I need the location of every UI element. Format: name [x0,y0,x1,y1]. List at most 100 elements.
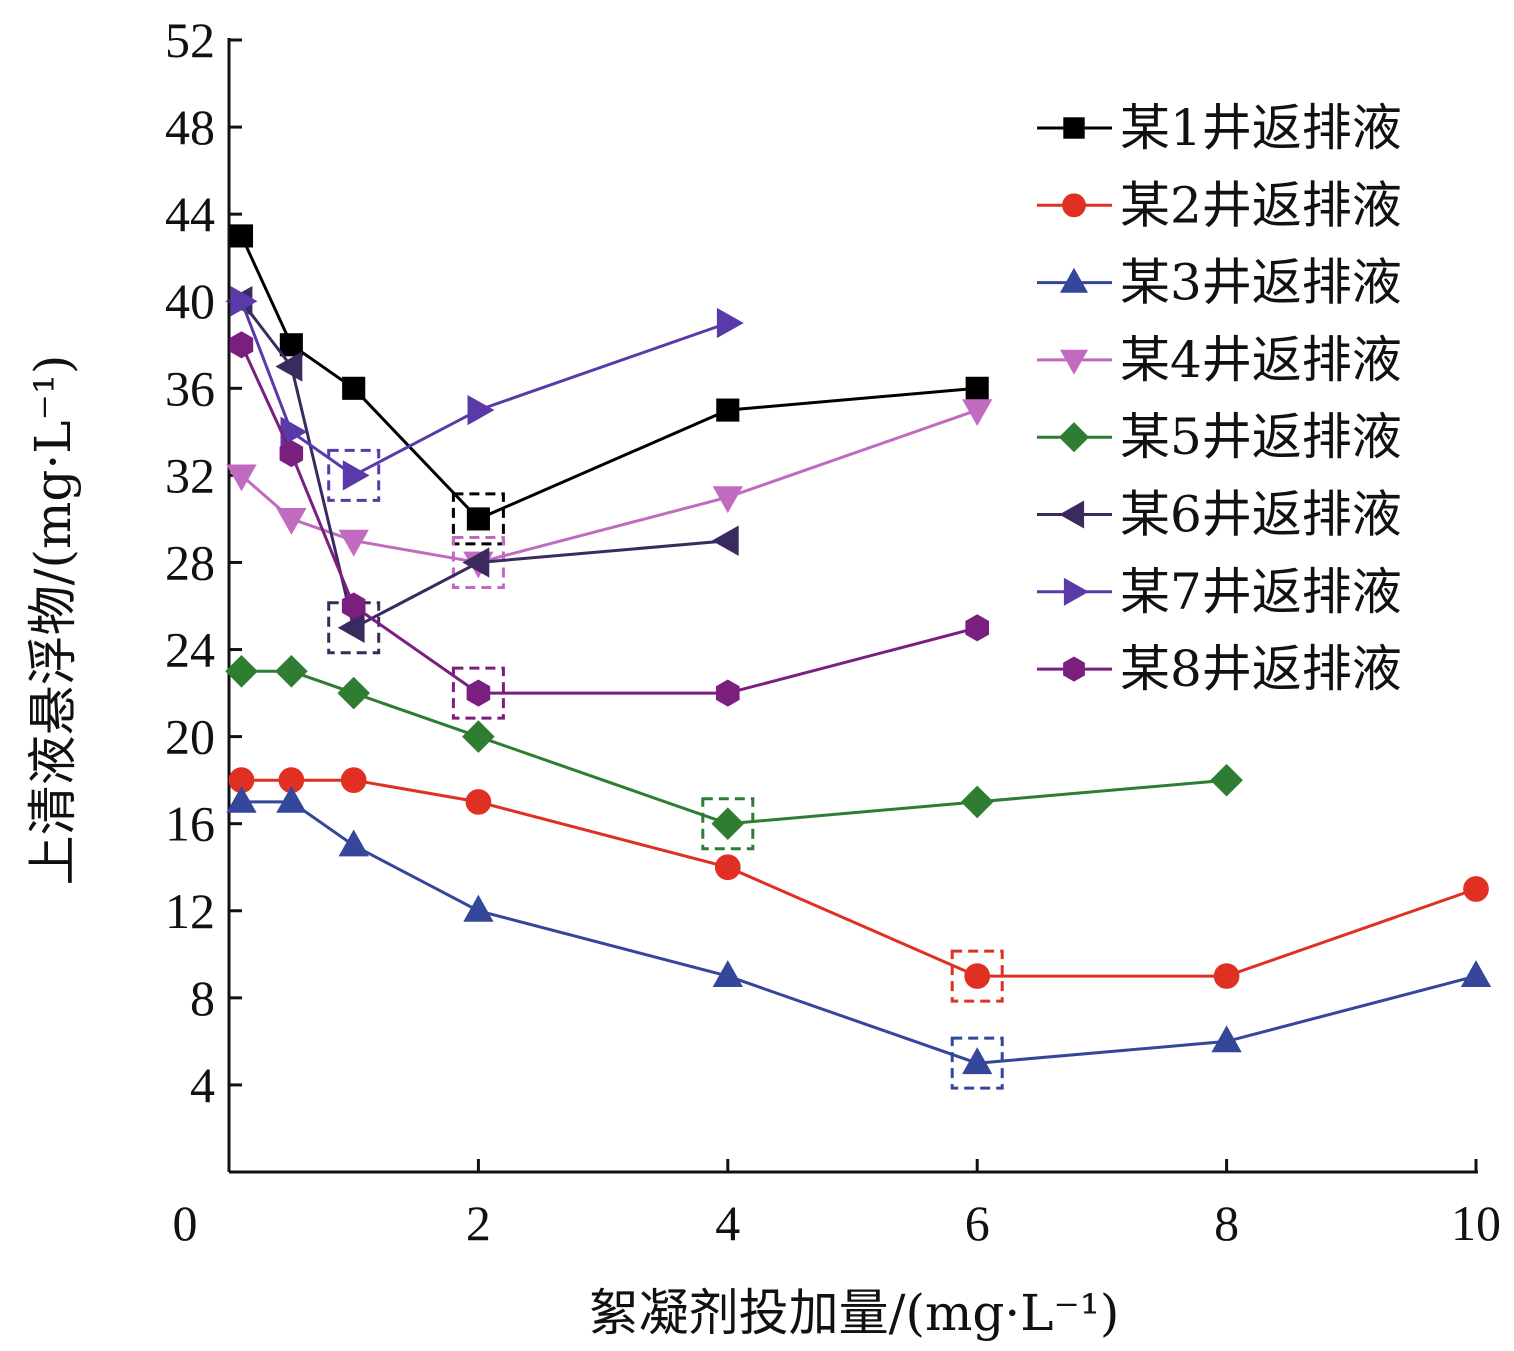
y-tick-label: 24 [165,622,215,678]
optimum-box [701,797,755,851]
data-point [230,286,258,317]
data-point [1460,960,1492,987]
data-point [1463,876,1489,902]
legend-item: 某7井返排液 [1037,563,1402,621]
series-6 [225,286,739,655]
data-point [275,654,308,688]
optimum-box [451,535,505,589]
y-tick-label: 48 [165,99,215,155]
legend-label: 某7井返排液 [1120,563,1402,621]
legend-label: 某4井返排液 [1120,331,1402,389]
data-point [712,486,743,514]
data-point [338,829,369,857]
series-layer [225,224,1492,1090]
series-3 [226,785,1492,1090]
data-point [279,440,304,468]
data-point [229,331,254,359]
series-4 [226,399,993,589]
y-tick-label: 44 [165,186,215,242]
data-point [1210,763,1243,797]
data-point [1059,500,1085,529]
optimum-box [327,448,381,502]
series-line [241,778,1477,978]
series-line [240,344,978,695]
x-tick-label: 8 [1214,1195,1239,1251]
series-8 [229,331,989,720]
data-point [960,785,994,819]
y-tick-label: 20 [165,709,215,765]
series-5 [225,654,1243,851]
data-point [716,679,740,707]
data-point [279,333,303,357]
legend-label: 某2井返排液 [1120,176,1402,234]
data-point [1063,117,1085,139]
data-point [466,679,491,707]
series-1 [229,224,989,546]
data-point [225,654,258,688]
y-tick-label: 28 [165,534,215,590]
data-point [229,224,254,248]
data-point [337,676,371,710]
data-point [962,1047,993,1075]
data-point [462,720,495,753]
y-tick-label: 16 [165,796,215,852]
data-point [341,592,366,620]
y-tick-label: 8 [190,970,215,1026]
legend-label: 某6井返排液 [1120,486,1402,544]
y-tick-label: 36 [165,360,215,416]
legend-item: 某8井返排液 [1037,640,1402,698]
optimum-box [451,492,505,546]
legend-item: 某4井返排液 [1037,331,1402,389]
data-point [714,854,741,881]
y-axis-title: 上清液悬浮物/(mg·L⁻¹) [24,355,82,886]
data-point [226,785,257,813]
data-point [1063,577,1089,606]
data-point [1062,193,1086,218]
data-point [342,460,370,491]
series-line [240,235,978,521]
legend-label: 某5井返排液 [1120,408,1402,466]
data-point [965,614,989,642]
data-point [342,376,366,400]
data-point [712,960,743,987]
data-point [1059,267,1089,293]
legend-item: 某5井返排液 [1037,408,1402,466]
data-point [276,508,307,535]
data-point [711,525,739,556]
optimum-box [950,949,1004,1003]
x-tick-label: 10 [1451,1195,1501,1251]
x-tick-label: 4 [715,1195,740,1251]
data-point [1213,963,1240,989]
x-axis-title: 絮凝剂投加量/(mg·L⁻¹) [589,1284,1120,1342]
data-point [337,612,365,643]
data-point [1211,1025,1242,1053]
data-point [463,894,494,922]
x-tick-label: 0 [173,1195,198,1251]
data-point [466,507,490,531]
legend-label: 某1井返排液 [1120,99,1402,157]
legend: 某1井返排液某2井返排液某3井返排液某4井返排液某5井返排液某6井返排液某7井返… [1037,99,1402,698]
legend-item: 某3井返排液 [1037,254,1402,312]
optimum-box [451,666,505,720]
series-line [240,300,729,478]
y-tick-label: 40 [165,273,215,329]
data-point [1059,349,1089,375]
optimum-box [950,1036,1004,1090]
data-point [340,767,367,794]
series-line [240,300,728,631]
data-point [465,789,492,815]
y-tick-label: 4 [190,1057,215,1113]
data-point [462,547,490,578]
data-point [1063,656,1085,682]
data-point [965,376,989,400]
data-point [276,785,307,813]
series-7 [230,286,744,502]
series-2 [228,767,1489,1003]
legend-item: 某6井返排液 [1037,486,1402,544]
legend-item: 某1井返排液 [1037,99,1402,157]
data-point [716,307,744,339]
data-point [716,398,740,422]
data-point [962,399,993,427]
